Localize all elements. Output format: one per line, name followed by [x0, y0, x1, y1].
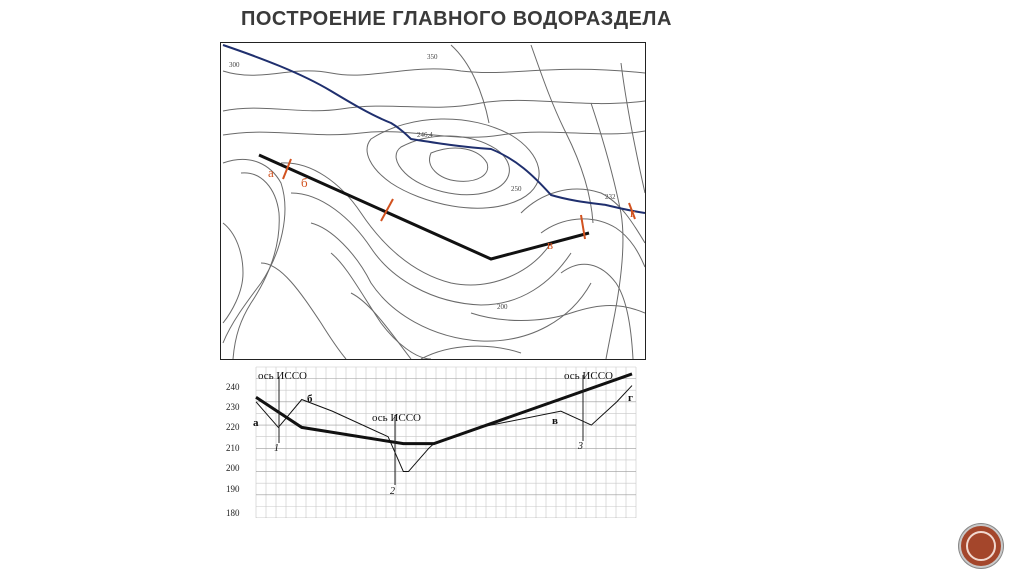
- axis-number: 2: [390, 486, 395, 497]
- profile-y-axis: 240 230 220 210 200 190 180: [226, 382, 240, 518]
- contour-lines: [222, 44, 646, 360]
- profile-point-label: в: [552, 415, 558, 427]
- contour-label: 200: [497, 303, 508, 311]
- axis-number: 3: [577, 441, 583, 452]
- marker-g: [628, 202, 636, 220]
- contour-label: 250: [511, 185, 522, 193]
- y-tick-label: 200: [226, 463, 240, 473]
- axis-label: ось ИССО: [258, 370, 307, 382]
- contour-label: 232: [605, 193, 616, 201]
- profile-chart: 240 230 220 210 200 190 180 ось ИССО ось…: [226, 363, 644, 519]
- terrain-profile-line: [255, 385, 633, 473]
- axis-label: ось ИССО: [372, 412, 421, 424]
- map-point-label: г: [630, 205, 635, 220]
- divide-profile-line: [255, 372, 633, 446]
- y-tick-label: 180: [226, 508, 240, 518]
- profile-canvas: 240 230 220 210 200 190 180 ось ИССО ось…: [226, 366, 637, 519]
- map-point-label: а: [268, 165, 274, 180]
- slide-title: ПОСТРОЕНИЕ ГЛАВНОГО ВОДОРАЗДЕЛА: [241, 8, 672, 30]
- contour-label: 350: [427, 53, 438, 61]
- profile-point-label: а: [253, 417, 259, 429]
- contour-label: 300: [229, 61, 240, 69]
- marker-b: [380, 198, 394, 222]
- profile-point-label: б: [307, 393, 313, 405]
- topographic-map: 300 350 246.4 250 232 200 а б в г: [220, 42, 646, 360]
- map-point-label: в: [547, 237, 553, 252]
- contour-label: 246.4: [417, 131, 433, 139]
- axis-number: 1: [274, 443, 279, 454]
- y-tick-label: 240: [226, 382, 240, 392]
- map-point-label: б: [301, 175, 308, 190]
- cross-section-markers: [282, 158, 636, 240]
- y-tick-label: 230: [226, 402, 240, 412]
- y-tick-label: 210: [226, 443, 240, 453]
- marker-a: [282, 158, 292, 180]
- slide-number-badge: [959, 524, 1003, 568]
- main-divide-line: [258, 153, 590, 261]
- marker-v: [580, 214, 586, 240]
- y-tick-label: 190: [226, 484, 240, 494]
- badge-ring-icon: [966, 531, 996, 561]
- axis-label: ось ИССО: [564, 370, 613, 382]
- y-tick-label: 220: [226, 422, 240, 432]
- river-line: [222, 44, 646, 214]
- map-canvas: 300 350 246.4 250 232 200 а б в г: [222, 44, 646, 360]
- profile-point-label: г: [628, 392, 633, 404]
